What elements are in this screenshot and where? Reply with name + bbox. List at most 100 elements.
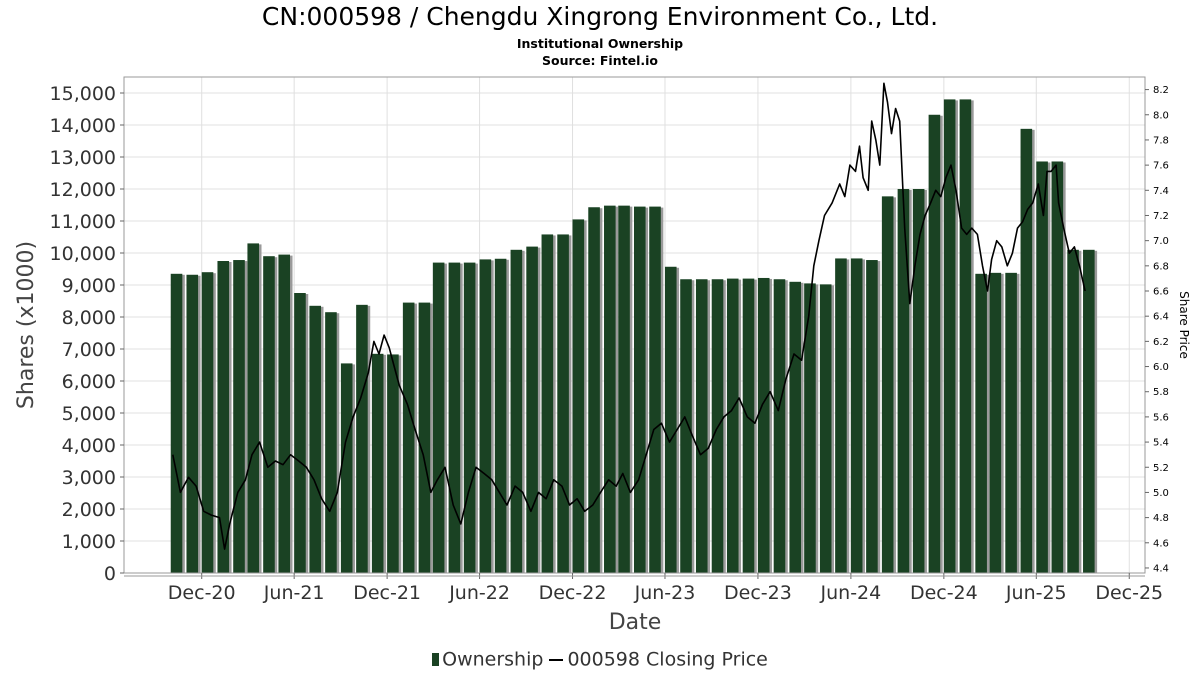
y2-tick-label: 8.0 [1153, 110, 1169, 121]
ownership-bar [448, 262, 461, 573]
ownership-bar [618, 205, 630, 573]
y2-tick-label: 7.6 [1153, 161, 1169, 172]
x-tick-label: Dec-21 [353, 582, 421, 604]
ownership-bar [247, 243, 260, 573]
ownership-bar [479, 259, 492, 573]
plot-border [123, 76, 1146, 574]
ownership-bar [866, 260, 878, 573]
ownership-bar [201, 272, 214, 573]
y-tick-label: 14,000 [50, 115, 116, 137]
ownership-bar [680, 279, 692, 573]
y-tick-label: 7,000 [62, 339, 116, 361]
ownership-bar [217, 261, 230, 573]
y-tick-label: 13,000 [50, 147, 116, 169]
ownership-bar [278, 254, 291, 573]
ownership-bar [649, 206, 661, 573]
y-tick-label: 15,000 [50, 83, 116, 105]
y-axis-label: Shares (x1000) [14, 241, 39, 409]
price-line [172, 82, 1086, 550]
y2-tick-label: 7.8 [1153, 135, 1169, 146]
y2-tick-label: 5.2 [1153, 463, 1169, 474]
x-tick-label: Dec-20 [168, 582, 236, 604]
x-tick-label: Dec-22 [539, 582, 607, 604]
ownership-bar [773, 279, 786, 573]
ownership-bar [494, 258, 507, 573]
chart-subtitle: Institutional Ownership [516, 36, 684, 51]
ownership-bar [387, 354, 399, 573]
ownership-bar [402, 302, 415, 573]
ownership-bar [588, 207, 600, 574]
ownership-bars [170, 99, 1098, 574]
ownership-bar [928, 114, 941, 573]
ownership-bar [897, 189, 910, 573]
ownership-bar [975, 273, 987, 573]
ownership-bar [804, 283, 816, 573]
closing-price-line [172, 82, 1086, 550]
ownership-bar [742, 278, 755, 573]
legend-swatch-ownership [432, 653, 440, 666]
ownership-bar [432, 262, 445, 573]
y2-tick-label: 7.0 [1153, 236, 1169, 247]
y-tick-label: 8,000 [62, 307, 116, 329]
ownership-bar [340, 363, 353, 573]
y2-tick-label: 5.6 [1153, 412, 1169, 423]
ownership-bar [263, 256, 275, 573]
y2-tick-label: 6.0 [1153, 362, 1169, 373]
ownership-bar [170, 273, 183, 573]
ownership-bar [572, 219, 585, 573]
legend-label-ownership: Ownership [442, 648, 544, 671]
y-tick-label: 1,000 [62, 531, 116, 553]
y-tick-label: 11,000 [50, 211, 116, 233]
y-tick-label: 0 [104, 563, 116, 585]
ownership-bar [557, 234, 569, 573]
ownership-bar [356, 304, 368, 573]
ownership-bar [789, 281, 802, 573]
ownership-bar [526, 246, 538, 573]
ownership-bar [819, 284, 832, 573]
y-tick-label: 4,000 [62, 435, 116, 457]
x-tick-label: Dec-24 [910, 582, 978, 604]
y2-axis-label: Share Price [1177, 291, 1191, 359]
x-tick-label: Jun-22 [448, 582, 510, 604]
ownership-bar [959, 99, 972, 574]
ownership-bar [604, 205, 616, 573]
ownership-bar [695, 279, 708, 573]
y-tick-label: 2,000 [62, 499, 116, 521]
chart-title: CN:000598 / Chengdu Xingrong Environment… [261, 2, 939, 31]
ownership-bar [1083, 249, 1095, 574]
ownership-bar [912, 189, 925, 573]
ownership-bar [463, 262, 476, 573]
ownership-bar [835, 258, 847, 573]
legend-swatch-price [549, 658, 564, 661]
legend-label-price: 000598 Closing Price [567, 648, 768, 671]
y2-tick-label: 6.2 [1153, 337, 1169, 348]
ownership-bar [726, 278, 739, 573]
ownership-bar [510, 249, 523, 574]
ownership-bar [1051, 161, 1064, 574]
y2-tick-label: 5.0 [1153, 488, 1169, 499]
y-tick-label: 12,000 [50, 179, 116, 201]
ownership-bar [186, 274, 199, 573]
y2-tick-label: 7.4 [1153, 186, 1169, 197]
ownership-bar [664, 266, 677, 573]
x-axis-label: Date [609, 610, 662, 635]
ownership-bar [757, 277, 770, 573]
ownership-bar [371, 353, 384, 573]
ownership-bar [325, 312, 337, 573]
ownership-bar [633, 206, 646, 573]
ownership-bar [294, 293, 306, 573]
ownership-bar [309, 305, 321, 573]
y-tick-label: 6,000 [62, 371, 116, 393]
x-tick-label: Jun-25 [1005, 582, 1067, 604]
ownership-bar [1036, 161, 1048, 574]
ownership-bar [850, 258, 863, 573]
chart-source: Source: Fintel.io [542, 53, 658, 68]
y2-tick-label: 6.6 [1153, 287, 1169, 298]
x-tick-label: Jun-21 [263, 582, 325, 604]
x-tick-label: Dec-25 [1095, 582, 1163, 604]
y2-tick-label: 5.4 [1153, 438, 1169, 449]
x-tick-label: Jun-23 [634, 582, 696, 604]
ownership-bar [1067, 249, 1079, 574]
axes: 0 1,000 2,000 3,000 4,000 5,000 6,000 7,000 8,00… [50, 83, 1169, 604]
y-tick-label: 9,000 [62, 275, 116, 297]
